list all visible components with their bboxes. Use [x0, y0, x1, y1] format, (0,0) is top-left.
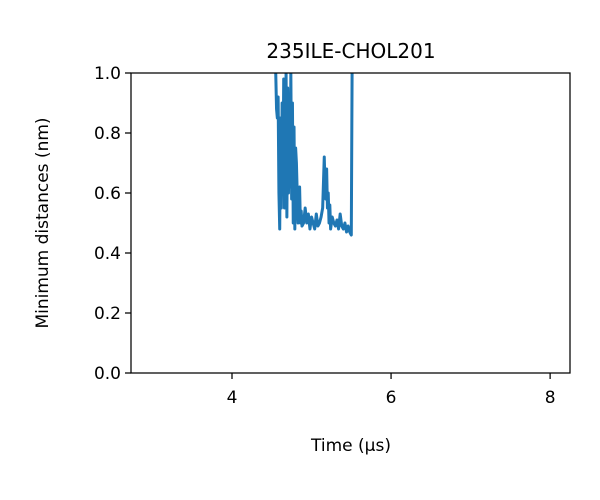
y-tick-label: 0.6 [94, 184, 121, 204]
series-layer [274, 73, 354, 237]
chart-title: 235ILE-CHOL201 [266, 39, 435, 63]
y-tick-label: 0.2 [94, 304, 121, 324]
y-tick-label: 0.4 [94, 244, 121, 264]
x-axis-label: Time (μs) [310, 436, 391, 456]
y-tick-label: 0.8 [94, 124, 121, 144]
y-axis-label: Minimum distances (nm) [33, 117, 53, 328]
plot-frame [130, 72, 571, 374]
x-tick-label: 6 [386, 388, 397, 408]
series-line-0 [274, 73, 354, 237]
x-tick-label: 8 [545, 388, 556, 408]
x-tick-label: 4 [227, 388, 238, 408]
y-tick-label: 1.0 [94, 64, 121, 84]
x-axis-ticks: 4 6 8 [227, 373, 556, 408]
y-axis-ticks: 0.0 0.2 0.4 0.6 0.8 1.0 [94, 64, 131, 384]
y-tick-label: 0.0 [94, 364, 121, 384]
